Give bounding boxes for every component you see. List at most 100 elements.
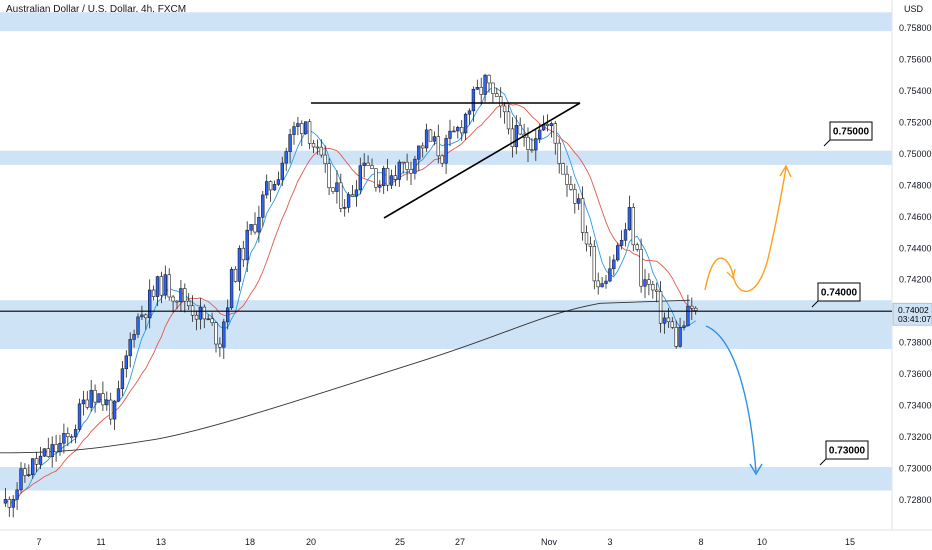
bull-candle [30, 458, 35, 475]
bull-candle [124, 355, 129, 370]
time-tick-label: 13 [156, 537, 166, 547]
bull-candle [444, 138, 448, 164]
bear-candle [658, 291, 663, 324]
bear-candle [487, 74, 491, 84]
bull-candle [155, 276, 160, 297]
bull-candle [686, 305, 690, 327]
bull-candle [678, 327, 682, 347]
zone-layer [0, 12, 892, 491]
bear-candle [187, 300, 191, 307]
bull-candle [42, 448, 47, 457]
time-tick-label: 18 [245, 537, 255, 547]
arrowhead-icon [779, 164, 792, 178]
arrowhead-icon [749, 463, 763, 476]
currency-label: USD [904, 4, 924, 14]
bull-candle [417, 145, 421, 160]
price-callout-label: 0.75000 [833, 127, 870, 138]
time-tick-label: 3 [607, 537, 612, 547]
bear-candle [385, 167, 390, 186]
price-tick-label: 0.75400 [899, 86, 932, 96]
bear-candle [436, 136, 440, 157]
bear-candle [405, 161, 409, 170]
bear-candle [109, 399, 113, 420]
price-tick-label: 0.73800 [899, 338, 932, 348]
bear-candle [393, 175, 398, 180]
slow-ma-line [0, 299, 691, 454]
fast-ma-line [5, 86, 696, 504]
bear-candle [565, 173, 569, 185]
bear-candle [654, 289, 659, 292]
bull-candle [576, 198, 581, 204]
bull-candle [280, 162, 284, 180]
bull-candle [432, 136, 437, 142]
time-tick-label: 10 [757, 537, 767, 547]
bear-candle [93, 390, 97, 403]
zone-band [0, 466, 892, 491]
bull-candle [77, 403, 82, 430]
bear-candle [319, 146, 323, 156]
bull-candle [206, 318, 210, 321]
bull-candle [136, 316, 140, 335]
bear-candle [670, 321, 675, 328]
moving-averages-layer [0, 86, 696, 504]
bear-candle [651, 284, 655, 291]
bull-candle [272, 184, 277, 191]
bull-candle [483, 74, 487, 95]
bear-candle [506, 111, 511, 130]
time-tick-label: 8 [698, 537, 703, 547]
bear-candle [339, 182, 343, 209]
bull-candle [58, 442, 62, 453]
bull-candle [600, 283, 604, 288]
bear-candle [85, 399, 90, 408]
bear-candle [592, 246, 597, 282]
bull-candle [245, 229, 249, 261]
bear-candle [588, 243, 593, 247]
price-tick-label: 0.73600 [899, 369, 932, 379]
price-tick-label: 0.75600 [899, 54, 932, 64]
bull-candle [448, 130, 452, 139]
bull-candle [229, 268, 234, 309]
bear-candle [350, 194, 355, 197]
bear-candle [409, 169, 413, 174]
bear-candle [580, 198, 585, 233]
bear-candle [7, 499, 12, 508]
bear-candle [202, 306, 206, 320]
bear-candle [331, 187, 335, 192]
bear-candle [491, 82, 495, 94]
chart-title: Australian Dollar / U.S. Dollar, 4h, FXC… [6, 4, 187, 15]
callout-pointer [811, 300, 819, 308]
price-callout-label: 0.73000 [829, 446, 866, 457]
bear-candle [530, 149, 534, 151]
bull-candle [257, 217, 261, 233]
bull-candle [397, 161, 401, 180]
bear-candle [693, 307, 698, 311]
bear-candle [510, 128, 515, 148]
bull-candle [475, 87, 479, 90]
price-callout-label: 0.74000 [821, 288, 858, 299]
bull-candle [514, 125, 519, 148]
bull-candle [50, 444, 54, 458]
bull-candle [463, 113, 468, 134]
bull-candle [222, 321, 226, 348]
bull-candle [296, 123, 300, 127]
bar-countdown: 03:41:07 [898, 314, 931, 324]
bull-candle [27, 474, 31, 476]
price-tick-label: 0.75800 [899, 23, 932, 33]
bull-candle [105, 399, 109, 406]
bear-candle [190, 305, 195, 316]
bull-candle [608, 268, 612, 282]
bear-candle [241, 247, 245, 261]
time-tick-label: 7 [36, 537, 41, 547]
price-callout-box [817, 282, 861, 302]
price-tick-label: 0.72800 [899, 495, 932, 505]
bull-candle [3, 499, 8, 504]
bull-candle [471, 88, 476, 112]
rising-trendline [383, 102, 581, 219]
bear-candle [690, 305, 694, 309]
bear-candle [210, 318, 214, 323]
bear-candle [144, 314, 148, 319]
bear-candle [495, 93, 499, 97]
current-price-tag [892, 302, 932, 326]
